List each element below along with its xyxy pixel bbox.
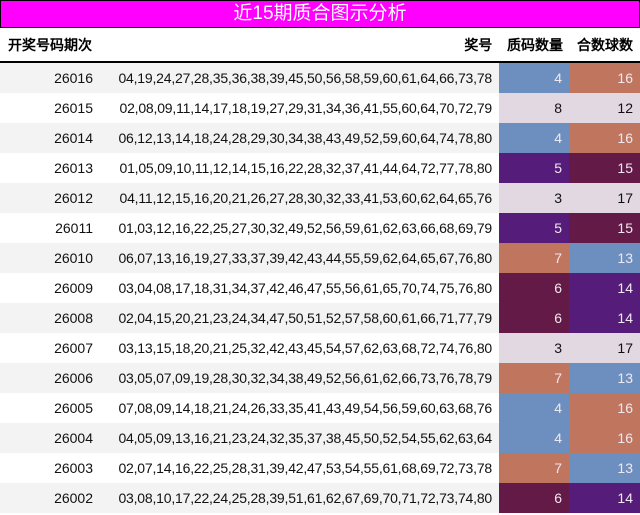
period-cell: 26007: [54, 340, 93, 356]
table-row: 26012 04,11,12,15,16,20,21,26,27,28,30,32…: [0, 183, 640, 213]
composite-count-cell: 13: [569, 363, 640, 393]
composite-count-cell: 15: [569, 153, 640, 183]
period-cell: 26005: [54, 400, 93, 416]
period-cell: 26012: [54, 190, 93, 206]
composite-count-cell: 16: [569, 63, 640, 93]
table-row: 26003 02,07,14,16,22,25,28,31,39,42,47,53…: [0, 453, 640, 483]
numbers-cell: 03,05,07,09,19,28,30,32,34,38,49,52,56,6…: [118, 370, 492, 386]
numbers-cell: 02,07,14,16,22,25,28,31,39,42,47,53,54,5…: [118, 460, 492, 476]
period-cell: 26004: [54, 430, 93, 446]
numbers-cell: 04,19,24,27,28,35,36,38,39,45,50,56,58,5…: [118, 70, 492, 86]
numbers-cell: 03,08,10,17,22,24,25,28,39,51,61,62,67,6…: [118, 490, 492, 506]
table-row: 26010 06,07,13,16,19,27,33,37,39,42,43,44…: [0, 243, 640, 273]
header-prime-count: 质码数量: [507, 37, 563, 53]
header-period: 开奖号码期次: [8, 36, 92, 53]
composite-count-cell: 16: [569, 423, 640, 453]
period-cell: 26002: [54, 490, 93, 506]
prime-count-cell: 4: [499, 393, 569, 423]
table-row: 26008 02,04,15,20,21,23,24,34,47,50,51,52…: [0, 303, 640, 333]
period-cell: 26015: [54, 100, 93, 116]
composite-count-cell: 13: [569, 243, 640, 273]
numbers-cell: 02,04,15,20,21,23,24,34,47,50,51,52,57,5…: [118, 310, 492, 326]
prime-count-cell: 3: [499, 183, 569, 213]
prime-count-cell: 6: [499, 273, 569, 303]
table-row: 26004 04,05,09,13,16,21,23,24,32,35,37,38…: [0, 423, 640, 453]
numbers-cell: 04,05,09,13,16,21,23,24,32,35,37,38,45,5…: [118, 430, 492, 446]
table-row: 26006 03,05,07,09,19,28,30,32,34,38,49,52…: [0, 363, 640, 393]
composite-count-cell: 17: [569, 183, 640, 213]
prime-count-cell: 6: [499, 303, 569, 333]
table-row: 26015 02,08,09,11,14,17,18,19,27,29,31,34…: [0, 93, 640, 123]
table-row: 26009 03,04,08,17,18,31,34,37,42,46,47,55…: [0, 273, 640, 303]
composite-count-cell: 15: [569, 213, 640, 243]
period-cell: 26010: [54, 250, 93, 266]
table-row: 26007 03,13,15,18,20,21,25,32,42,43,45,54…: [0, 333, 640, 363]
numbers-cell: 06,12,13,14,18,24,28,29,30,34,38,43,49,5…: [118, 130, 492, 146]
composite-count-cell: 14: [569, 483, 640, 513]
composite-count-cell: 14: [569, 303, 640, 333]
table-row: 26011 01,03,12,16,22,25,27,30,32,49,52,56…: [0, 213, 640, 243]
prime-count-cell: 5: [499, 213, 569, 243]
header-numbers: 奖号: [464, 36, 492, 53]
numbers-cell: 03,04,08,17,18,31,34,37,42,46,47,55,56,6…: [118, 280, 492, 296]
page-title: 近15期质合图示分析: [0, 0, 640, 28]
numbers-cell: 07,08,09,14,18,21,24,26,33,35,41,43,49,5…: [118, 400, 492, 416]
numbers-cell: 03,13,15,18,20,21,25,32,42,43,45,54,57,6…: [118, 340, 492, 356]
table-header: 开奖号码期次 奖号 质码数量 合数球数: [0, 28, 640, 63]
prime-count-cell: 3: [499, 333, 569, 363]
prime-count-cell: 5: [499, 153, 569, 183]
table-row: 26014 06,12,13,14,18,24,28,29,30,34,38,43…: [0, 123, 640, 153]
table-body: 26016 04,19,24,27,28,35,36,38,39,45,50,56…: [0, 63, 640, 513]
numbers-cell: 02,08,09,11,14,17,18,19,27,29,31,34,36,4…: [119, 100, 492, 116]
period-cell: 26016: [54, 70, 93, 86]
composite-count-cell: 16: [569, 393, 640, 423]
prime-count-cell: 7: [499, 363, 569, 393]
period-cell: 26013: [54, 160, 93, 176]
composite-count-cell: 16: [569, 123, 640, 153]
composite-count-cell: 13: [569, 453, 640, 483]
numbers-cell: 01,05,09,10,11,12,14,15,16,22,28,32,37,4…: [119, 160, 492, 176]
numbers-cell: 01,03,12,16,22,25,27,30,32,49,52,56,59,6…: [118, 220, 492, 236]
period-cell: 26003: [54, 460, 93, 476]
period-cell: 26008: [54, 310, 93, 326]
numbers-cell: 04,11,12,15,16,20,21,26,27,28,30,32,33,4…: [119, 190, 492, 206]
prime-count-cell: 7: [499, 243, 569, 273]
table-row: 26002 03,08,10,17,22,24,25,28,39,51,61,62…: [0, 483, 640, 513]
period-cell: 26006: [54, 370, 93, 386]
composite-count-cell: 14: [569, 273, 640, 303]
period-cell: 26014: [54, 130, 93, 146]
period-cell: 26009: [54, 280, 93, 296]
prime-count-cell: 4: [499, 423, 569, 453]
composite-count-cell: 17: [569, 333, 640, 363]
prime-count-cell: 8: [499, 93, 569, 123]
prime-count-cell: 6: [499, 483, 569, 513]
header-composite-count: 合数球数: [577, 37, 633, 53]
prime-count-cell: 4: [499, 123, 569, 153]
prime-count-cell: 4: [499, 63, 569, 93]
composite-count-cell: 12: [569, 93, 640, 123]
prime-count-cell: 7: [499, 453, 569, 483]
period-cell: 26011: [55, 220, 93, 236]
table-row: 26005 07,08,09,14,18,21,24,26,33,35,41,43…: [0, 393, 640, 423]
table-row: 26016 04,19,24,27,28,35,36,38,39,45,50,56…: [0, 63, 640, 93]
numbers-cell: 06,07,13,16,19,27,33,37,39,42,43,44,55,5…: [118, 250, 492, 266]
table-row: 26013 01,05,09,10,11,12,14,15,16,22,28,32…: [0, 153, 640, 183]
